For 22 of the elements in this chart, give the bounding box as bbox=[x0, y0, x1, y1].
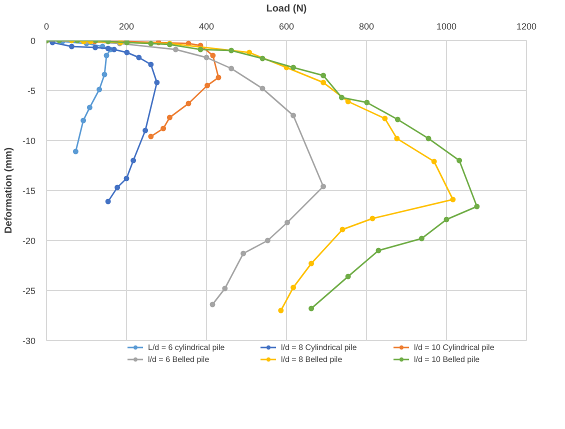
y-tick-label: -5 bbox=[28, 86, 36, 96]
x-tick-label: 0 bbox=[44, 22, 50, 32]
y-tick-label: -15 bbox=[22, 186, 36, 196]
y-tick-label: -25 bbox=[22, 286, 36, 296]
x-tick-label: 1200 bbox=[516, 22, 537, 32]
y-tick-label: -30 bbox=[22, 336, 36, 346]
legend-label: L/d = 6 cylindrical pile bbox=[148, 342, 226, 352]
legend-label: l/d = 10 Cylindrical pile bbox=[414, 342, 496, 352]
x-tick-label: 800 bbox=[358, 22, 374, 32]
legend-label: l/d = 8 Cylindrical pile bbox=[281, 342, 358, 352]
x-axis-title: Load (N) bbox=[266, 4, 307, 14]
x-tick-label: 200 bbox=[118, 22, 134, 32]
legend-label: l/d = 6 Belled pile bbox=[148, 354, 210, 364]
x-tick-label: 400 bbox=[198, 22, 214, 32]
y-tick-label: 0 bbox=[30, 36, 36, 46]
x-tick-label: 600 bbox=[278, 22, 294, 32]
y-tick-label: -20 bbox=[22, 236, 36, 246]
y-axis-title: Deformation (mm) bbox=[3, 147, 14, 234]
x-tick-label: 1000 bbox=[436, 22, 457, 32]
y-tick-label: -10 bbox=[22, 136, 36, 146]
legend-label: l/d = 10 Belled pile bbox=[414, 354, 481, 364]
legend-label: l/d = 8 Belled pile bbox=[281, 354, 344, 364]
